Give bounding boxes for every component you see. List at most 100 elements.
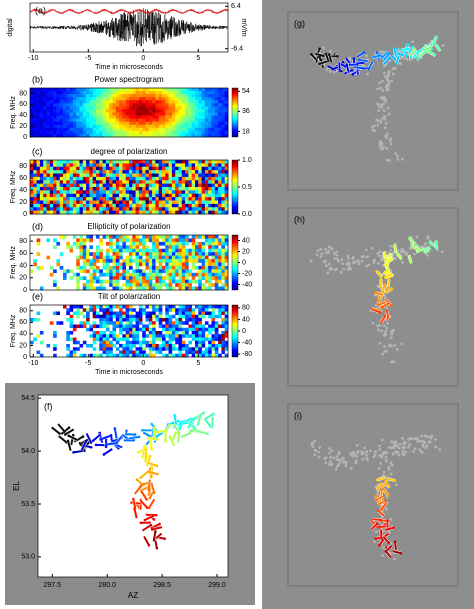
heatmap-cell bbox=[66, 311, 70, 316]
heatmap-cell bbox=[191, 160, 196, 164]
heatmap-cell bbox=[79, 94, 84, 98]
source-dot bbox=[366, 255, 370, 259]
heatmap-cell bbox=[218, 100, 222, 104]
heatmap-cell bbox=[208, 112, 212, 116]
heatmap-cell bbox=[63, 100, 67, 104]
heatmap-cell bbox=[112, 321, 117, 325]
heatmap-cell bbox=[198, 331, 202, 335]
heatmap-cell bbox=[208, 248, 212, 253]
heatmap-cell bbox=[115, 318, 120, 322]
heatmap-cell bbox=[188, 94, 192, 98]
heatmap-cell bbox=[72, 109, 77, 113]
heatmap-cell bbox=[46, 238, 51, 243]
arrow-head bbox=[152, 518, 156, 521]
heatmap-cell bbox=[148, 252, 153, 256]
heatmap-cell bbox=[109, 176, 113, 181]
heatmap-cell bbox=[195, 197, 199, 201]
heatmap-cell bbox=[76, 200, 80, 205]
heatmap-cell bbox=[181, 252, 186, 256]
heatmap-cell bbox=[112, 124, 117, 129]
heatmap-cell bbox=[76, 180, 80, 184]
arrow-head bbox=[374, 537, 377, 541]
heatmap-cell bbox=[43, 170, 47, 174]
heatmap-cell bbox=[171, 197, 176, 201]
heatmap-cell bbox=[188, 160, 192, 164]
heatmap-cell bbox=[92, 176, 97, 181]
heatmap-cell bbox=[53, 124, 57, 129]
heatmap-cell bbox=[99, 121, 103, 126]
source-dot bbox=[382, 102, 386, 106]
heatmap-cell bbox=[155, 176, 159, 181]
heatmap-cell bbox=[125, 353, 130, 358]
source-dot bbox=[393, 67, 397, 70]
arrow-head bbox=[435, 247, 438, 250]
heatmap-cell bbox=[92, 334, 97, 338]
heatmap-cell bbox=[211, 180, 216, 184]
heatmap-cell bbox=[181, 311, 186, 316]
heatmap-cell bbox=[158, 193, 163, 198]
heatmap-cell bbox=[96, 193, 100, 198]
heatmap-cell bbox=[53, 103, 57, 107]
heatmap-cell bbox=[76, 245, 80, 250]
heatmap-cell bbox=[201, 241, 206, 246]
heatmap-cell bbox=[168, 163, 173, 168]
heatmap-cell bbox=[201, 97, 206, 101]
heatmap-cell bbox=[36, 197, 41, 201]
heatmap-cell bbox=[82, 286, 87, 291]
heatmap-cell bbox=[43, 118, 47, 122]
heatmap-cell bbox=[152, 94, 156, 98]
heatmap-cell bbox=[185, 173, 189, 178]
heatmap-cell bbox=[208, 133, 212, 138]
source-dot bbox=[376, 284, 380, 288]
heatmap-cell bbox=[122, 160, 126, 164]
arrow-glyph bbox=[64, 428, 75, 436]
heatmap-cell bbox=[36, 187, 41, 191]
heatmap-cell bbox=[195, 353, 199, 358]
heatmap-cell bbox=[36, 88, 41, 92]
heatmap-cell bbox=[125, 163, 130, 168]
source-dot bbox=[400, 157, 404, 161]
y2-tick-label: -6.4 bbox=[231, 46, 243, 53]
source-dot bbox=[377, 466, 381, 470]
heatmap-cell bbox=[221, 200, 225, 205]
heatmap-cell bbox=[132, 235, 136, 239]
heatmap-cell bbox=[185, 255, 189, 260]
heatmap-cell bbox=[105, 210, 110, 215]
heatmap-cell bbox=[191, 276, 196, 280]
heatmap-cell bbox=[191, 115, 196, 119]
heatmap-cell bbox=[201, 327, 206, 332]
heatmap-cell bbox=[79, 245, 84, 250]
heatmap-cell bbox=[129, 130, 133, 135]
heatmap-cell bbox=[125, 183, 130, 188]
heatmap-cell bbox=[30, 109, 34, 113]
arrow-glyph bbox=[356, 51, 365, 58]
heatmap-cell bbox=[211, 337, 216, 342]
heatmap-cell bbox=[112, 112, 117, 116]
heatmap-cell bbox=[39, 207, 44, 211]
heatmap-cell bbox=[191, 163, 196, 168]
heatmap-cell bbox=[158, 115, 163, 119]
heatmap-cell bbox=[188, 127, 192, 132]
heatmap-cell bbox=[185, 272, 189, 277]
heatmap-cell bbox=[195, 340, 199, 345]
heatmap-cell bbox=[59, 190, 64, 195]
heatmap-cell bbox=[178, 262, 183, 267]
heatmap-cell bbox=[152, 331, 156, 335]
heatmap-cell bbox=[109, 103, 113, 107]
heatmap-cell bbox=[109, 88, 113, 92]
heatmap-cell bbox=[208, 180, 212, 184]
heatmap-cell bbox=[152, 235, 156, 239]
heatmap-cell bbox=[168, 238, 173, 243]
source-dot bbox=[391, 67, 395, 71]
heatmap-cell bbox=[188, 103, 192, 107]
heatmap-cell bbox=[178, 94, 183, 98]
heatmap-cell bbox=[119, 100, 123, 104]
source-dot bbox=[389, 518, 393, 521]
heatmap-cell bbox=[102, 88, 107, 92]
heatmap-cell bbox=[145, 121, 150, 126]
heatmap-cell bbox=[155, 91, 159, 95]
heatmap-cell bbox=[198, 340, 202, 345]
source-dot bbox=[381, 352, 385, 356]
arrow-glyph bbox=[383, 283, 389, 293]
heatmap-cell bbox=[204, 241, 209, 246]
